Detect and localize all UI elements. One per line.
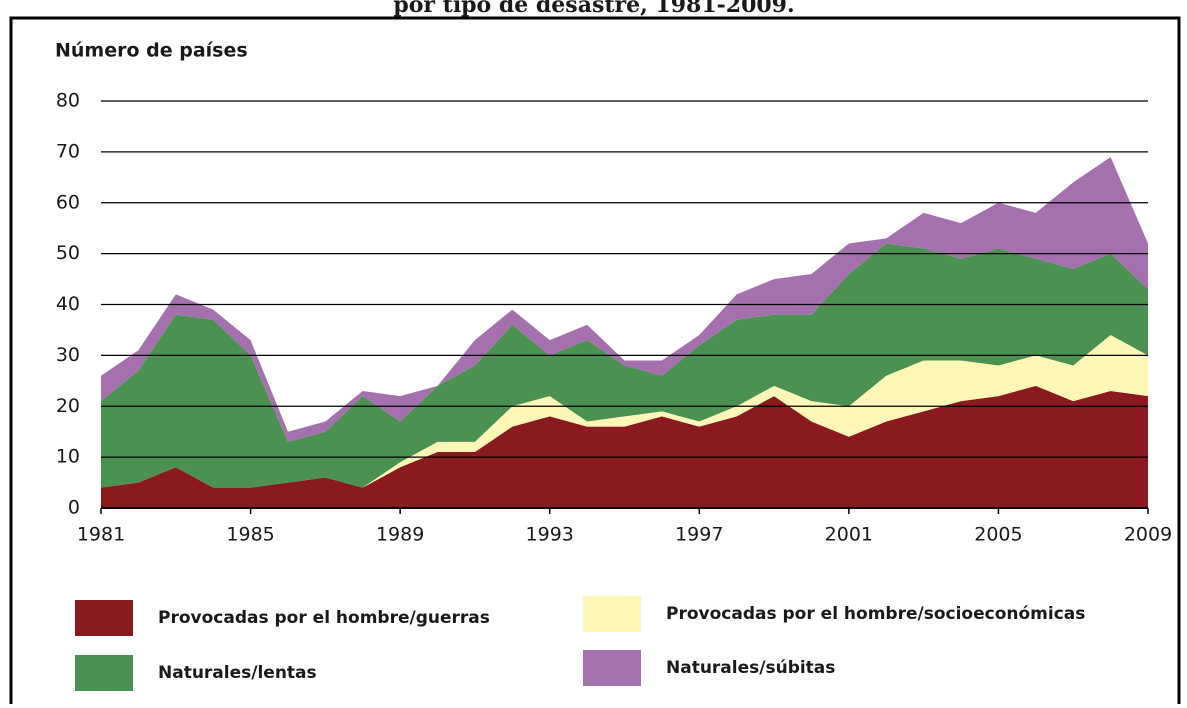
x-tick-label: 1989: [376, 524, 424, 546]
y-tick-label: 20: [56, 395, 80, 417]
chart-title: por tipo de desastre, 1981-2009.: [393, 0, 794, 18]
x-tick-label: 2005: [974, 524, 1022, 546]
x-tick-label: 2009: [1124, 524, 1172, 546]
legend-label: Naturales/lentas: [158, 663, 317, 683]
legend-swatch: [75, 655, 133, 691]
y-axis-label: Número de países: [55, 40, 248, 62]
x-tick-label: 1981: [77, 524, 125, 546]
legend-swatch: [583, 650, 641, 686]
x-tick-label: 2001: [825, 524, 873, 546]
y-tick-label: 40: [56, 293, 80, 315]
y-tick-label: 50: [56, 242, 80, 264]
y-tick-label: 60: [56, 191, 80, 213]
legend-label: Provocadas por el hombre/guerras: [158, 608, 490, 628]
x-tick-label: 1985: [226, 524, 274, 546]
legend-swatch: [75, 600, 133, 636]
y-tick-label: 10: [56, 446, 80, 468]
y-tick-label: 80: [56, 90, 80, 112]
legend-label: Provocadas por el hombre/socioeconómicas: [666, 604, 1085, 624]
legend-label: Naturales/súbitas: [666, 658, 835, 678]
area: [101, 385, 1148, 508]
y-tick-label: 70: [56, 140, 80, 162]
x-tick-label: 1993: [526, 524, 574, 546]
legend-swatch: [583, 596, 641, 632]
y-tick-label: 0: [68, 497, 80, 519]
x-tick-label: 1997: [675, 524, 723, 546]
y-tick-label: 30: [56, 344, 80, 366]
frame: [9, 16, 1181, 708]
